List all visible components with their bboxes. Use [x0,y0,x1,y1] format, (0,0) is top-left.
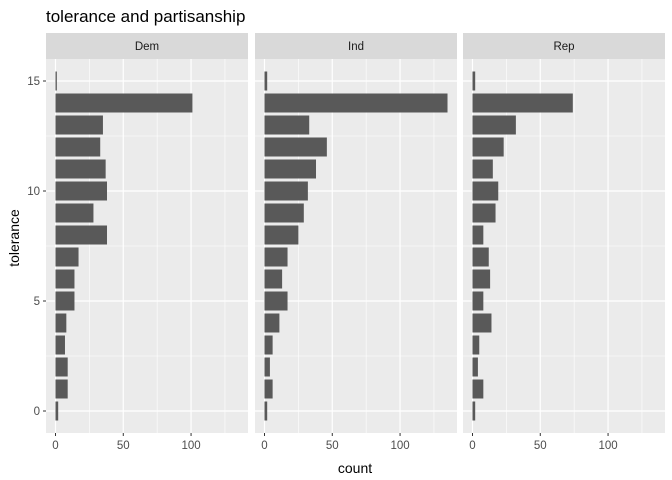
x-tick-label: 50 [534,440,547,452]
facet-strip [46,33,248,59]
bar [55,115,103,135]
bar [55,335,65,355]
bar [472,115,516,135]
y-tick-label: 15 [27,76,40,88]
bar [55,401,59,421]
bar [472,225,484,245]
bar [55,269,75,289]
bar [472,335,480,355]
x-tick-label: 100 [390,440,409,452]
facet-strip [255,33,457,59]
facet-panel-rep: Rep 0 50 100 [463,33,665,452]
bar [55,225,108,245]
bar [472,313,492,333]
bar [264,247,288,267]
bar [55,313,67,333]
y-tick-label: 10 [27,186,40,198]
bar [264,71,268,91]
x-tick-label: 100 [598,440,617,452]
bar [472,247,489,267]
bar [55,159,106,179]
bar [55,137,101,157]
y-axis-title: tolerance [6,209,22,267]
bar [472,203,496,223]
bar [472,137,504,157]
bar [264,291,288,311]
bar [472,269,491,289]
bar [264,401,268,421]
facet-strip [463,33,665,59]
bar [55,291,75,311]
chart-title: tolerance and partisanship [46,7,245,26]
bar [55,71,57,91]
x-tick-label: 50 [117,440,130,452]
x-axis-title: count [338,460,372,476]
facet-panel-dem: Dem 0 50 100 0 5 10 15 [27,33,248,452]
y-tick-label: 5 [34,296,40,308]
bar [264,137,327,157]
bar [264,93,448,113]
bar [472,291,484,311]
bar [472,159,493,179]
y-tick-label: 0 [34,406,40,418]
bar [264,203,304,223]
bar [264,181,308,201]
bar [55,357,68,377]
bar [264,357,270,377]
x-tick-label: 0 [261,440,267,452]
x-tick-label: 100 [181,440,200,452]
x-tick-label: 0 [52,440,58,452]
x-tick-label: 50 [326,440,339,452]
bar [55,379,68,399]
bar [264,115,310,135]
bar [264,269,283,289]
bar [264,159,317,179]
bar [55,203,94,223]
bar [472,401,476,421]
facet-panels: Dem 0 50 100 0 5 10 15 Ind 0 50 100 Rep 0 50 100 [27,33,665,452]
bar [472,379,484,399]
bar [472,93,573,113]
bar [55,181,108,201]
facet-strip-label: Ind [348,41,364,53]
bar [472,357,478,377]
bar [472,181,499,201]
bar [264,379,273,399]
bar [264,335,273,355]
bar [264,225,299,245]
facet-strip-label: Dem [135,41,159,53]
facet-strip-label: Rep [553,41,574,53]
bar [55,93,193,113]
bar [55,247,79,267]
facet-panel-ind: Ind 0 50 100 [255,33,457,452]
bar [264,313,280,333]
x-tick-label: 0 [469,440,475,452]
bar [472,71,476,91]
